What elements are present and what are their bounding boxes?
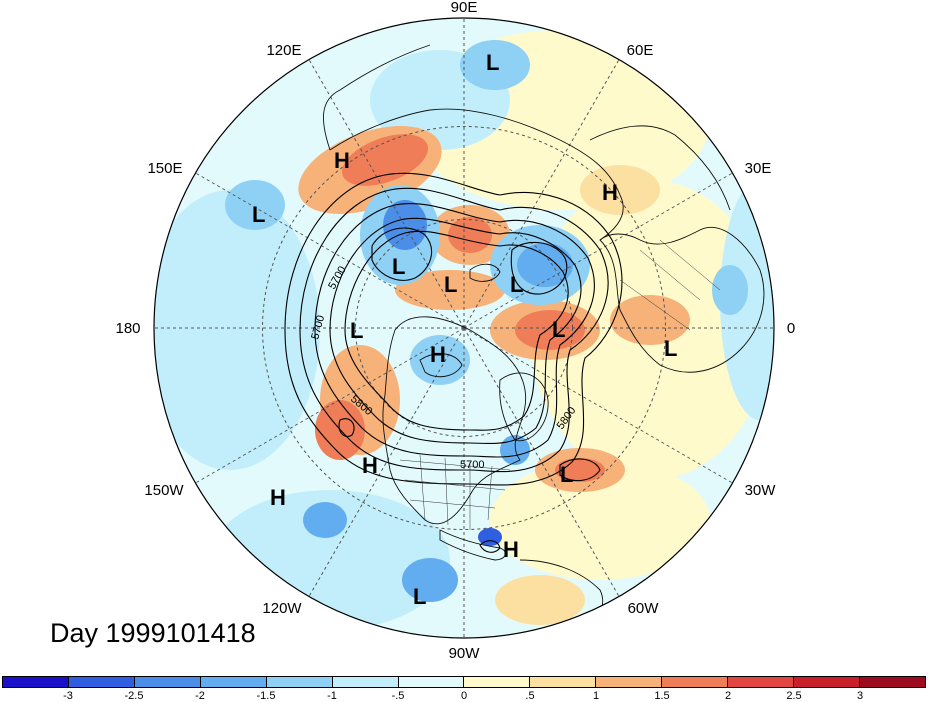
colorbar-swatch [530,677,597,687]
colorbar-tick-label: -2 [195,690,205,702]
graticule [154,18,774,638]
colorbar-tick-label: 2.5 [786,690,802,702]
high-marker: H [602,180,618,205]
colorbar-tick-label: -1 [327,690,337,702]
high-marker: H [503,537,519,562]
low-marker: H [430,342,446,367]
low-marker: H [362,453,378,478]
colorbar-tick-label: .5 [525,690,535,702]
lon-label-120e: 120E [266,42,301,59]
lon-label-60e: 60E [627,42,654,59]
colorbar-swatch [398,677,465,687]
high-marker: H [270,485,286,510]
lon-label-150e: 150E [147,160,182,177]
low-marker: L [350,318,363,343]
low-marker: L [252,202,265,227]
colorbar-swatch [859,677,925,687]
colorbar-tick-label: 3 [856,690,864,702]
colorbar-swatch [662,677,729,687]
colorbar-tick-label: 0 [460,690,468,702]
political-borders [399,239,721,530]
colorbar-swatch [68,677,135,687]
colorbar-swatch [794,677,860,687]
colorbar-swatch [464,677,531,687]
lon-label-150w: 150W [144,482,184,499]
colorbar-tick-label: 2 [724,690,732,702]
low-marker: L [486,50,499,75]
lon-label-0: 0 [787,320,795,337]
meridian-line [308,59,465,329]
contour-label: 5700 [460,459,484,471]
colorbar-swatch [134,677,201,687]
lon-label-90e: 90E [451,0,478,16]
lon-label-30e: 30E [745,160,772,177]
colorbar-labels: -3 -2.5 -2 -1.5 -1 -.5 0 .5 1 1.5 2 2.5 3 [2,690,926,702]
high-marker: L [552,317,565,342]
colorbar-tick-label: -.5 [391,690,405,702]
lon-label-90w: 90W [449,645,481,662]
anomaly-field [154,18,774,638]
colorbar-swatch [596,677,663,687]
low-marker: L [413,584,426,609]
height-contours [284,172,623,553]
lon-label-120w: 120W [262,600,302,617]
colorbar-swatch [728,677,795,687]
colorbar-tick-label: 1.5 [654,690,670,702]
colorbar-swatch [3,677,69,687]
coastlines [323,44,765,638]
colorbar-swatch [332,677,399,687]
low-marker: L [392,254,405,279]
latitude-circle [262,126,666,530]
low-marker: L [444,272,457,297]
meridian-line [463,327,620,597]
meridian-line [463,327,733,484]
colorbar-tick-label: -1.5 [256,690,276,702]
meridian-line [195,172,465,329]
colorbar-tick-label: -2.5 [124,690,144,702]
meridian-line [195,327,465,484]
pressure-centers: L H H L L L L L L H L H L H H L [252,50,677,609]
lon-label-180: 180 [115,320,140,337]
colorbar-tick-label: 1 [592,690,600,702]
colorbar [2,676,926,688]
meridian-line [463,59,620,329]
colorbar-tick-label: -3 [63,690,73,702]
low-marker: L [510,272,523,297]
longitude-labels: 90E 60E 30E 0 30W 60W 90W 120W 150W 180 … [115,0,795,662]
high-marker: L [664,336,677,361]
high-marker: H [334,148,350,173]
map-title: Day 1999101418 [50,618,256,648]
high-marker: L [560,462,573,487]
meridian-line [463,172,733,329]
lon-label-60w: 60W [628,600,660,617]
colorbar-swatch [200,677,267,687]
lon-label-30w: 30W [745,482,777,499]
meridian-line [308,327,465,597]
colorbar-swatch [266,677,333,687]
